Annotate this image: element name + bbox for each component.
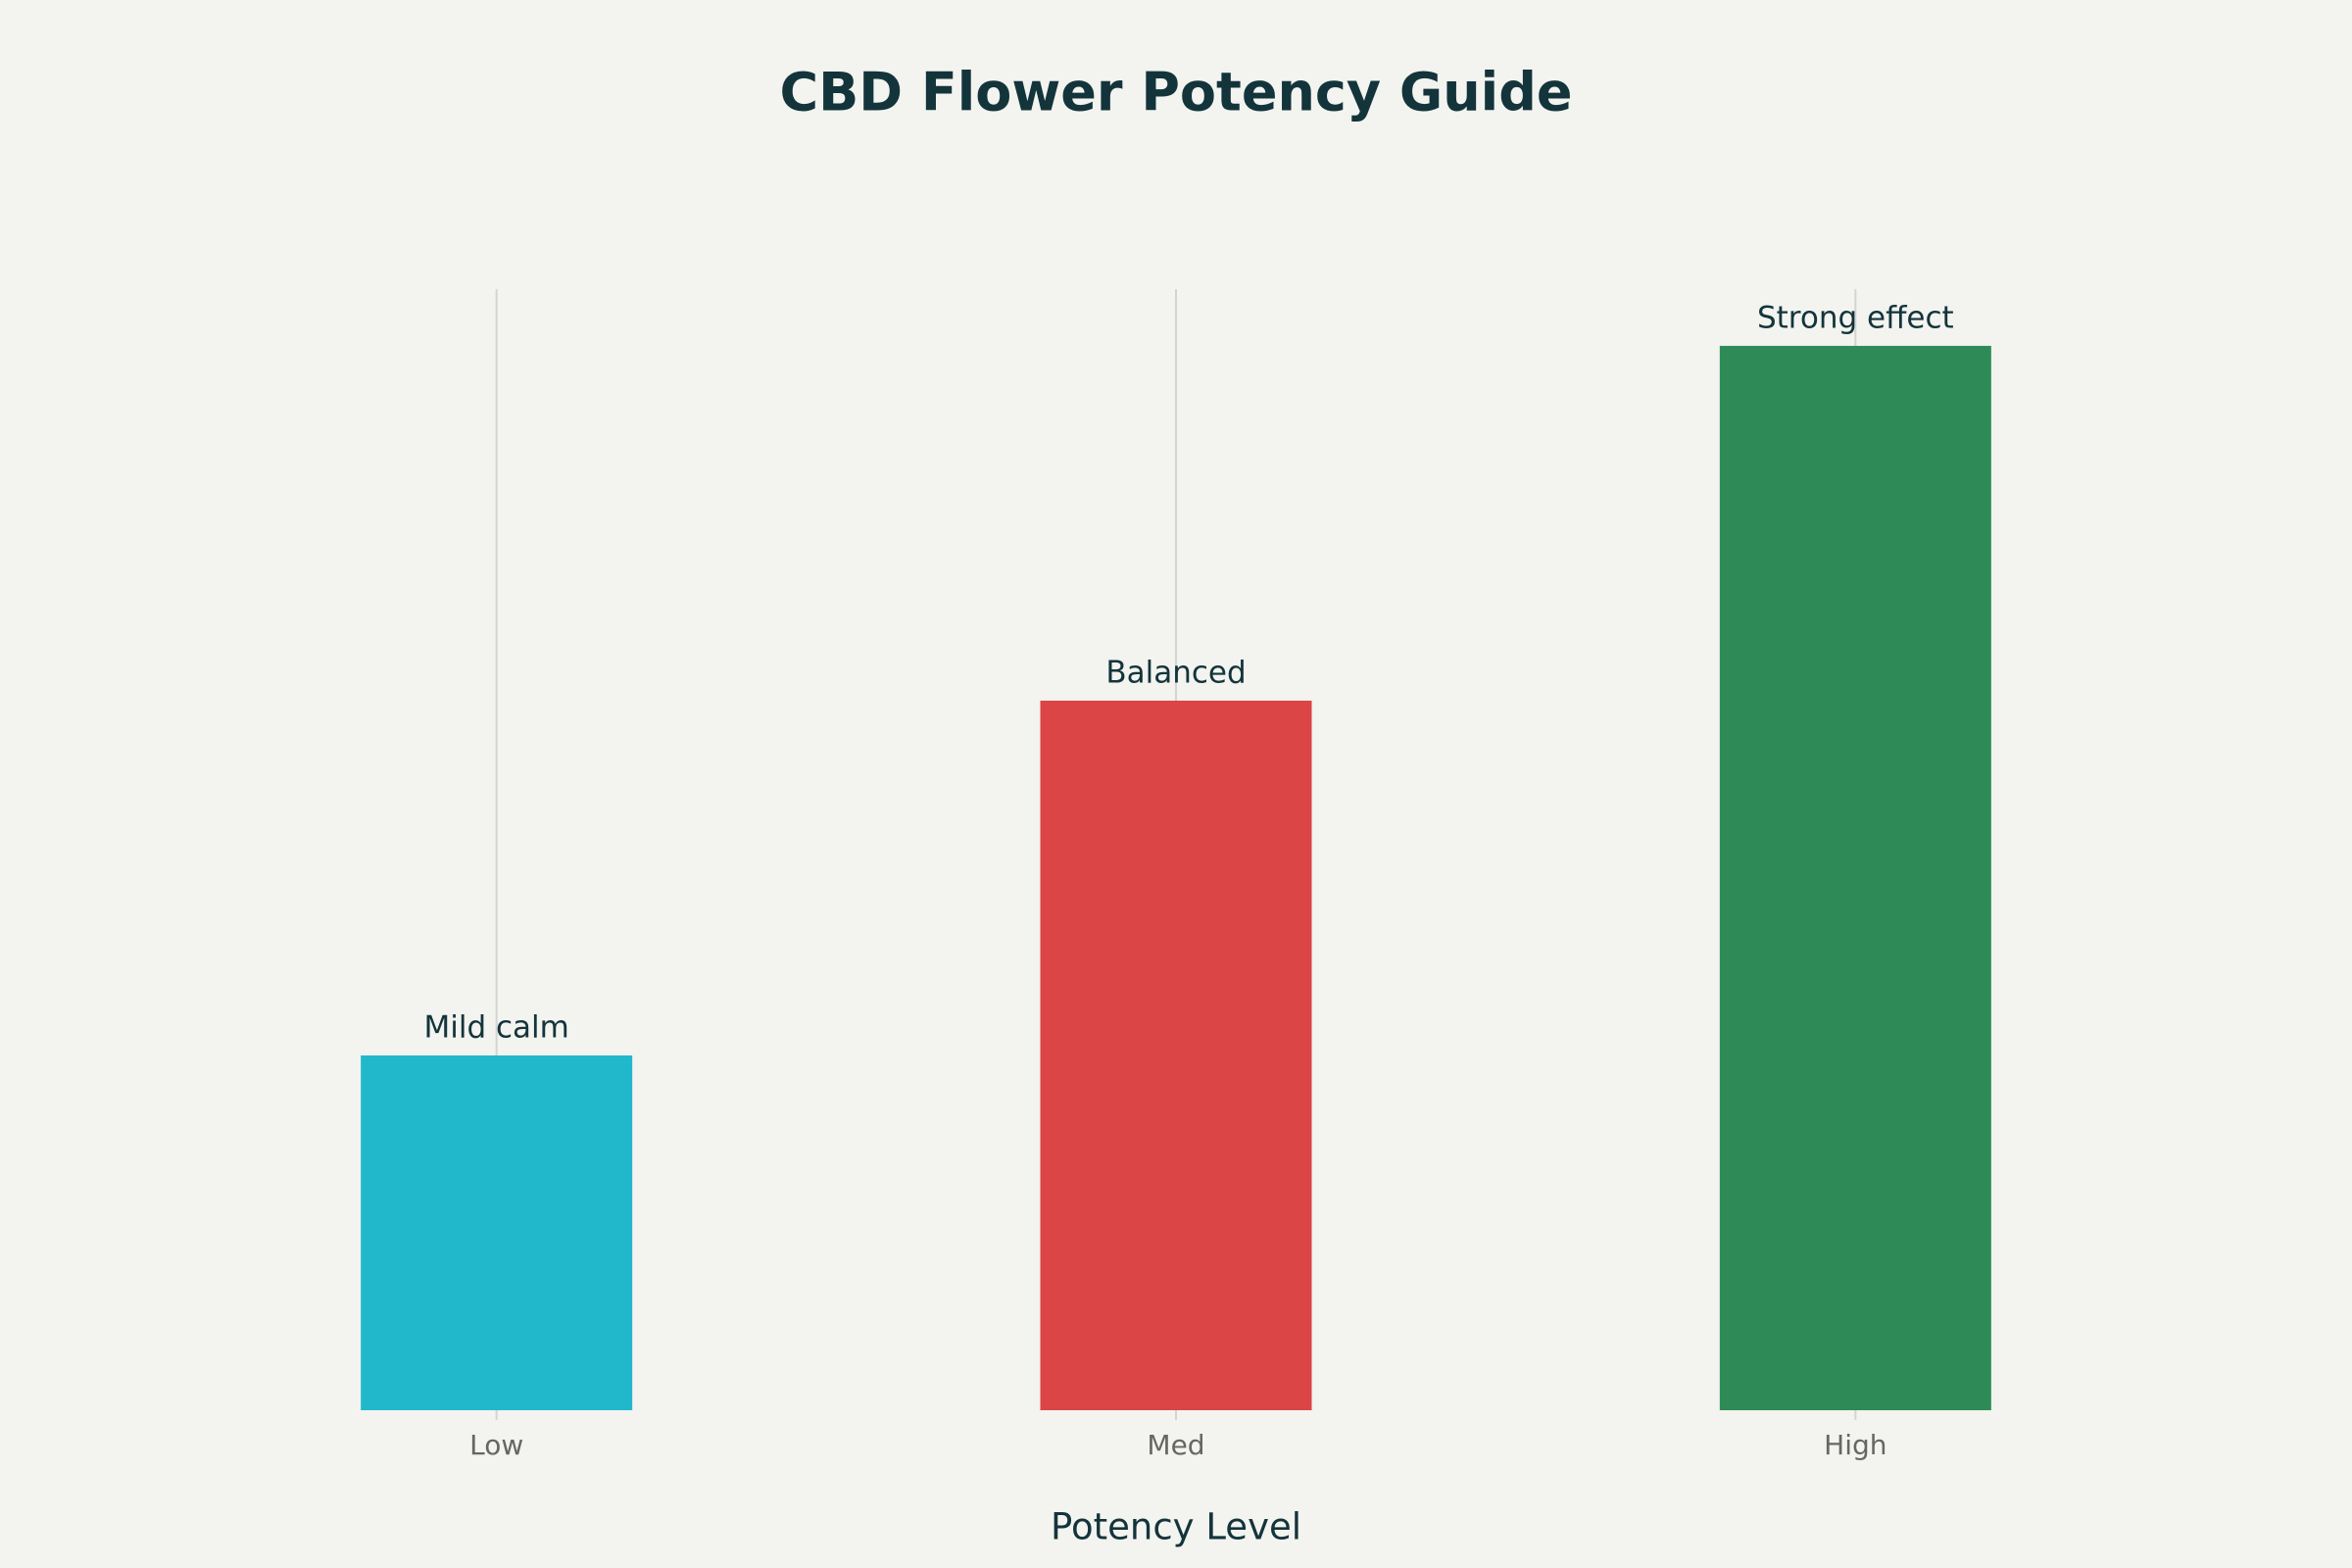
x-tick-label: Low	[469, 1429, 523, 1461]
bar	[361, 1054, 633, 1410]
x-tick-label: High	[1824, 1429, 1886, 1461]
bar-label: Mild calm	[423, 1009, 568, 1045]
chart-title: CBD Flower Potency Guide	[780, 62, 1573, 123]
x-tick-label: Med	[1147, 1429, 1204, 1461]
bar	[1040, 700, 1312, 1410]
bar-label: Balanced	[1105, 655, 1246, 690]
x-axis-title: Potency Level	[1051, 1506, 1301, 1548]
bar-label: Strong effect	[1757, 300, 1954, 335]
bar	[1719, 345, 1991, 1410]
